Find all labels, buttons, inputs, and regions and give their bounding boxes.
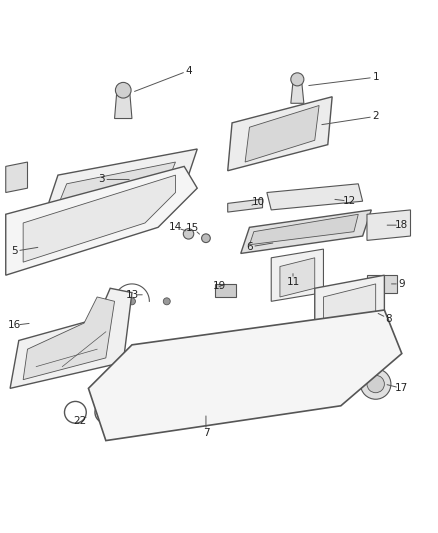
Polygon shape: [267, 184, 363, 210]
Polygon shape: [291, 82, 304, 103]
Text: 8: 8: [385, 314, 392, 324]
Text: 9: 9: [399, 279, 405, 289]
Text: 11: 11: [286, 277, 300, 287]
Polygon shape: [88, 310, 402, 441]
Ellipse shape: [158, 375, 210, 401]
Text: 15: 15: [186, 223, 200, 233]
Text: 3: 3: [98, 174, 105, 184]
Polygon shape: [58, 162, 176, 206]
Text: 22: 22: [73, 416, 86, 426]
Polygon shape: [367, 275, 397, 293]
Polygon shape: [23, 175, 176, 262]
Text: 10: 10: [251, 197, 265, 207]
Polygon shape: [6, 166, 197, 275]
Circle shape: [128, 298, 135, 305]
Ellipse shape: [367, 375, 385, 393]
Polygon shape: [280, 258, 315, 297]
Polygon shape: [10, 288, 132, 389]
Polygon shape: [228, 199, 262, 212]
Ellipse shape: [234, 368, 265, 383]
Text: 7: 7: [203, 428, 209, 438]
Text: 5: 5: [11, 246, 18, 256]
Polygon shape: [250, 214, 358, 245]
Polygon shape: [228, 97, 332, 171]
Polygon shape: [367, 210, 410, 240]
Text: 19: 19: [212, 281, 226, 291]
Polygon shape: [23, 297, 115, 379]
Ellipse shape: [360, 369, 391, 399]
Polygon shape: [271, 249, 323, 301]
Circle shape: [184, 229, 194, 239]
Text: 6: 6: [246, 242, 253, 252]
Circle shape: [163, 298, 170, 305]
Polygon shape: [45, 149, 197, 214]
Polygon shape: [115, 92, 132, 118]
Circle shape: [201, 234, 210, 243]
Text: 17: 17: [395, 383, 408, 393]
Polygon shape: [323, 284, 376, 345]
Text: 18: 18: [395, 220, 408, 230]
Polygon shape: [6, 162, 28, 192]
Text: 4: 4: [185, 66, 192, 76]
Text: 2: 2: [372, 111, 379, 122]
Circle shape: [116, 83, 131, 98]
Polygon shape: [215, 284, 237, 297]
Ellipse shape: [228, 365, 271, 386]
Text: 13: 13: [125, 290, 138, 300]
Text: 12: 12: [343, 196, 356, 206]
Ellipse shape: [167, 379, 201, 397]
Text: 16: 16: [8, 320, 21, 330]
Polygon shape: [245, 106, 319, 162]
Circle shape: [291, 73, 304, 86]
Text: 14: 14: [169, 222, 182, 232]
Text: 1: 1: [372, 72, 379, 82]
Polygon shape: [315, 275, 385, 353]
Polygon shape: [241, 210, 371, 254]
